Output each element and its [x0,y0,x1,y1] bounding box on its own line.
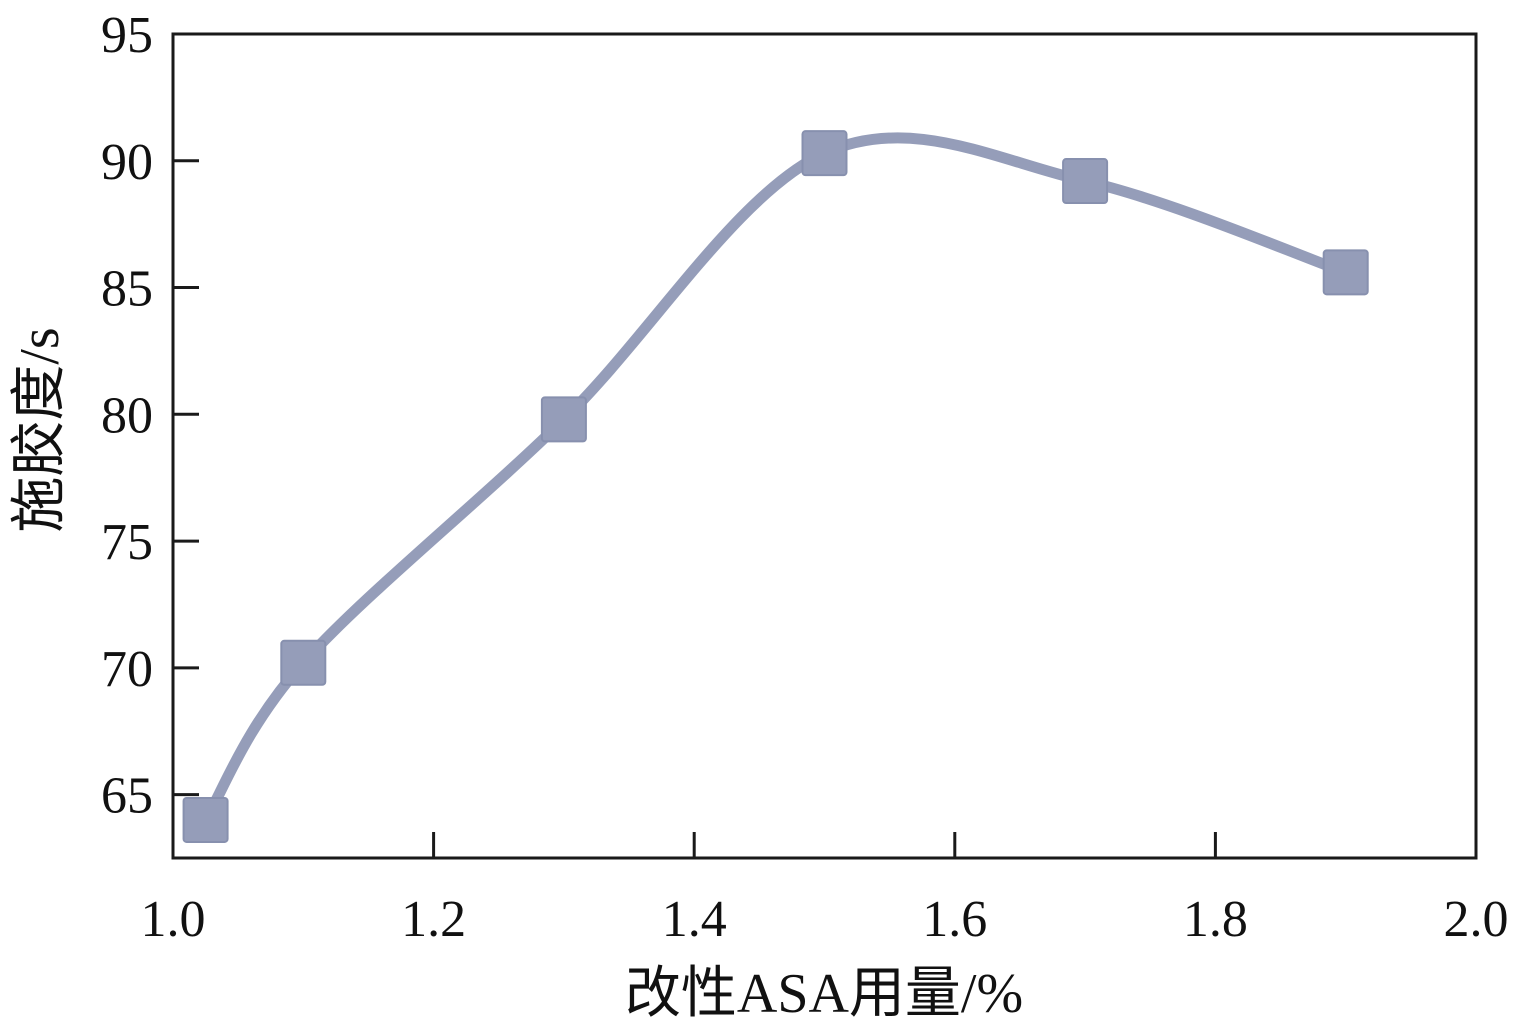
curve-layer [200,132,1352,826]
data-point-marker [540,396,587,443]
y-tick-label: 90 [101,134,153,191]
y-tick-label: 75 [101,514,153,571]
series-line [200,132,1352,826]
data-point-marker [801,130,848,177]
y-tick-label: 70 [101,641,153,698]
data-point-marker [1062,158,1109,205]
y-tick-label: 85 [101,261,153,318]
x-axis-title: 改性ASA用量/% [625,963,1023,1025]
x-tick-label: 1.0 [141,891,206,948]
plot-frame [171,32,1478,860]
y-tick-label: 95 [101,7,153,64]
y-axis: 65 70 75 80 85 90 95 [101,7,199,825]
marker-layer [182,130,1369,843]
x-tick-label: 1.4 [662,891,727,948]
data-point-marker [280,639,327,686]
data-point-marker [1322,249,1369,296]
data-point-marker [182,796,229,843]
y-tick-label: 80 [101,387,153,444]
y-axis-title: 施胶度/s [9,327,71,532]
y-tick-label: 65 [101,768,153,825]
x-tick-label: 1.2 [401,891,466,948]
x-tick-label: 1.6 [922,891,987,948]
x-tick-label: 2.0 [1444,891,1509,948]
x-tick-label: 1.8 [1183,891,1248,948]
x-axis: 1.0 1.2 1.4 1.6 1.8 2.0 [141,832,1509,948]
